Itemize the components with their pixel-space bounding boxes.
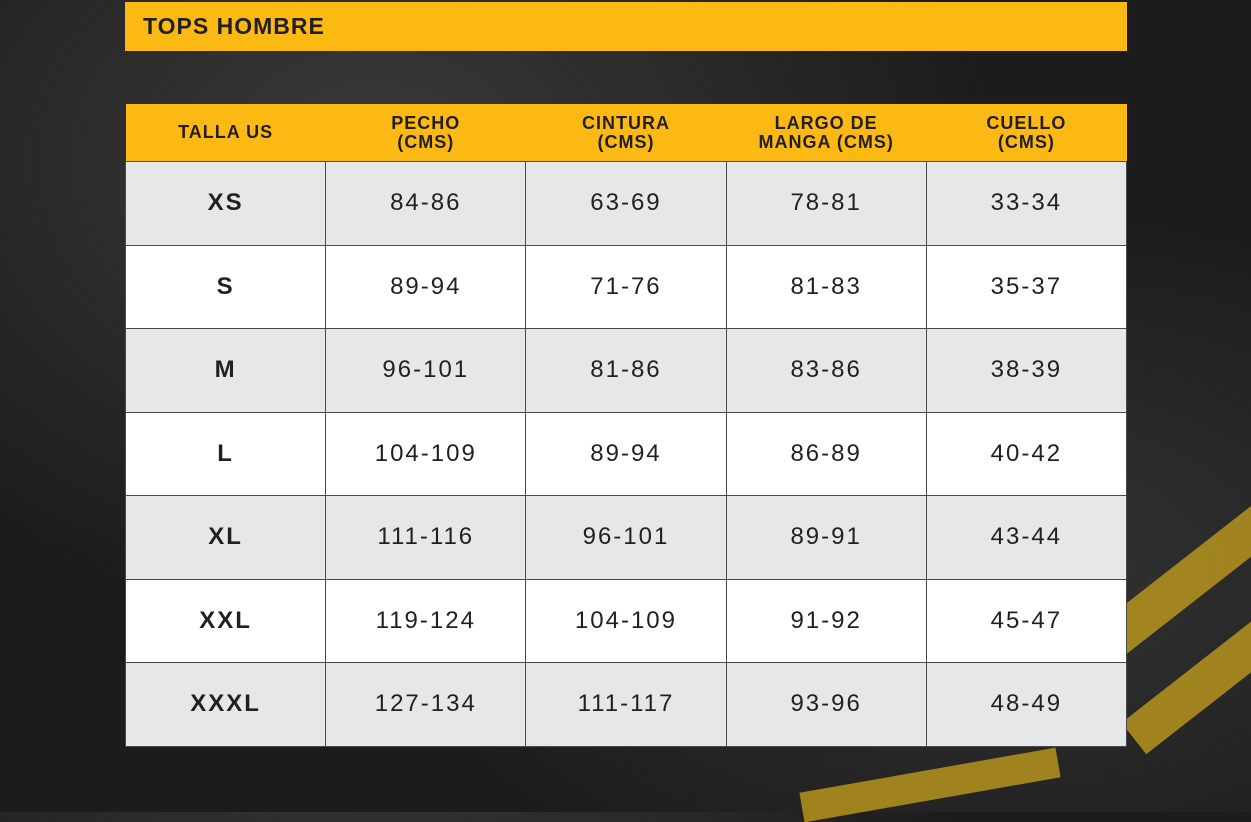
road-stripe bbox=[799, 747, 1061, 822]
header-row: TALLA US PECHO (CMS) CINTURA (CMS) LARGO… bbox=[125, 104, 1127, 162]
cell-pecho: 89-94 bbox=[325, 244, 527, 329]
cell-largo-manga: 93-96 bbox=[725, 662, 927, 747]
cell-pecho: 127-134 bbox=[325, 662, 527, 747]
cell-cintura: 111-117 bbox=[525, 662, 727, 747]
title-bar: TOPS HOMBRE bbox=[125, 2, 1127, 51]
cell-largo-manga: 86-89 bbox=[725, 411, 927, 496]
cell-pecho: 104-109 bbox=[325, 411, 527, 496]
cell-cintura: 89-94 bbox=[525, 411, 727, 496]
cell-largo-manga: 81-83 bbox=[725, 244, 927, 329]
cell-cuello: 38-39 bbox=[925, 328, 1128, 413]
cell-cuello: 48-49 bbox=[925, 662, 1128, 747]
cell-cintura: 81-86 bbox=[525, 328, 727, 413]
cell-largo-manga: 89-91 bbox=[725, 495, 927, 580]
cell-pecho: 111-116 bbox=[325, 495, 527, 580]
size-chart-table: TALLA US PECHO (CMS) CINTURA (CMS) LARGO… bbox=[124, 104, 1128, 747]
cell-size: XS bbox=[124, 161, 327, 246]
cell-size: M bbox=[124, 328, 327, 413]
table-row: S 89-94 71-76 81-83 35-37 bbox=[124, 244, 1128, 329]
cell-size: XXXL bbox=[124, 662, 327, 747]
header-largo-manga: LARGO DE MANGA (CMS) bbox=[726, 104, 927, 162]
header-cuello: CUELLO (CMS) bbox=[926, 104, 1127, 162]
table-row: XS 84-86 63-69 78-81 33-34 bbox=[124, 161, 1128, 246]
table-row: XL 111-116 96-101 89-91 43-44 bbox=[124, 495, 1128, 580]
cell-pecho: 84-86 bbox=[325, 161, 527, 246]
cell-cintura: 96-101 bbox=[525, 495, 727, 580]
table-row: L 104-109 89-94 86-89 40-42 bbox=[124, 411, 1128, 496]
cell-cuello: 40-42 bbox=[925, 411, 1128, 496]
cell-pecho: 119-124 bbox=[325, 578, 527, 663]
cell-cuello: 33-34 bbox=[925, 161, 1128, 246]
cell-pecho: 96-101 bbox=[325, 328, 527, 413]
header-cintura: CINTURA (CMS) bbox=[525, 104, 727, 162]
table-row: XXXL 127-134 111-117 93-96 48-49 bbox=[124, 662, 1128, 747]
cell-size: XXL bbox=[124, 578, 327, 663]
cell-size: S bbox=[124, 244, 327, 329]
cell-size: XL bbox=[124, 495, 327, 580]
cell-largo-manga: 78-81 bbox=[725, 161, 927, 246]
page-title: TOPS HOMBRE bbox=[143, 13, 325, 39]
header-talla: TALLA US bbox=[125, 104, 326, 162]
cell-cintura: 63-69 bbox=[525, 161, 727, 246]
cell-cuello: 45-47 bbox=[925, 578, 1128, 663]
table-row: XXL 119-124 104-109 91-92 45-47 bbox=[124, 578, 1128, 663]
table-row: M 96-101 81-86 83-86 38-39 bbox=[124, 328, 1128, 413]
cell-cuello: 43-44 bbox=[925, 495, 1128, 580]
header-pecho: PECHO (CMS) bbox=[325, 104, 526, 162]
cell-largo-manga: 91-92 bbox=[725, 578, 927, 663]
cell-cuello: 35-37 bbox=[925, 244, 1128, 329]
cell-cintura: 104-109 bbox=[525, 578, 727, 663]
cell-largo-manga: 83-86 bbox=[725, 328, 927, 413]
cell-cintura: 71-76 bbox=[525, 244, 727, 329]
cell-size: L bbox=[124, 411, 327, 496]
